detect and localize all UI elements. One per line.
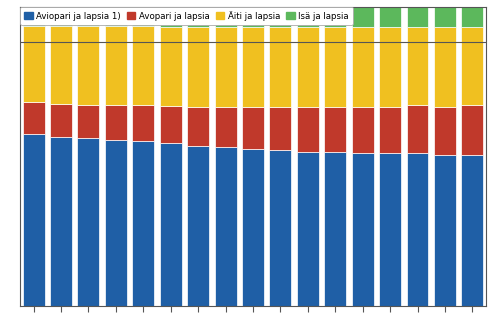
Bar [407,153,429,306]
Bar [215,147,237,306]
Bar [50,8,72,26]
Bar [434,6,456,27]
Bar [160,27,182,106]
Bar [23,8,45,26]
Bar [132,141,154,306]
Bar [187,146,209,306]
Bar [269,107,291,150]
Bar [77,26,99,105]
Bar [105,105,127,139]
Bar [352,6,373,27]
Bar [77,8,99,26]
Bar [187,27,209,107]
Bar [50,104,72,136]
Bar [23,26,45,102]
Bar [352,107,373,153]
Bar [434,107,456,154]
Bar [461,154,483,306]
Bar [407,6,429,27]
Bar [324,27,346,107]
Bar [407,27,429,105]
Bar [215,107,237,147]
Bar [23,134,45,306]
Bar [50,136,72,306]
Bar [324,107,346,151]
Bar [77,138,99,306]
Bar [461,27,483,105]
Bar [160,143,182,306]
Bar [242,107,264,149]
Bar [187,6,209,27]
Bar [215,6,237,27]
Bar [297,107,319,151]
Bar [297,151,319,306]
Bar [379,6,401,27]
Bar [105,8,127,26]
Bar [269,6,291,27]
Bar [132,26,154,105]
Bar [379,107,401,153]
Bar [187,107,209,146]
Bar [269,150,291,306]
Bar [77,105,99,138]
Bar [434,27,456,107]
Bar [461,6,483,27]
Bar [160,106,182,143]
Bar [132,8,154,26]
Bar [105,139,127,306]
Bar [379,27,401,107]
Bar [242,27,264,107]
Bar [242,6,264,27]
Bar [461,105,483,154]
Bar [324,6,346,27]
Bar [352,27,373,107]
Bar [215,27,237,107]
Bar [132,105,154,141]
Bar [434,154,456,306]
Bar [269,27,291,107]
Bar [407,105,429,153]
Bar [160,8,182,27]
Bar [23,102,45,134]
Bar [105,26,127,105]
Bar [379,153,401,306]
Bar [352,153,373,306]
Bar [324,151,346,306]
Bar [297,6,319,27]
Bar [242,149,264,306]
Bar [297,27,319,107]
Legend: Aviopari ja lapsia 1), Avopari ja lapsia, Äiti ja lapsia, Isä ja lapsia: Aviopari ja lapsia 1), Avopari ja lapsia… [20,6,353,25]
Bar [50,26,72,104]
